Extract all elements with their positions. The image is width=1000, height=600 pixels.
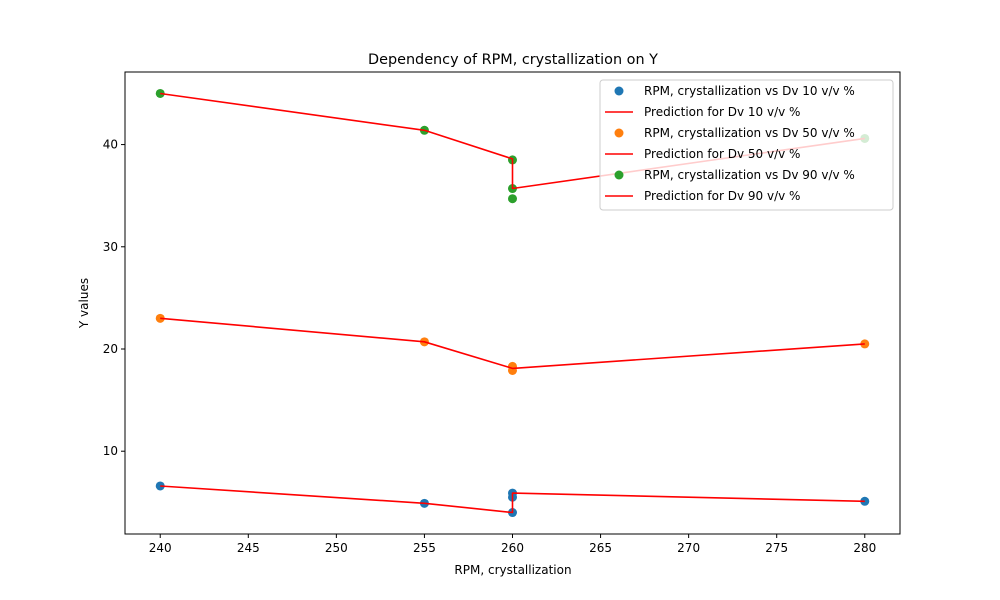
legend-marker: [614, 170, 624, 180]
legend-label: RPM, crystallization vs Dv 10 v/v %: [644, 84, 855, 98]
y-tick-label: 30: [103, 240, 118, 254]
legend-label: Prediction for Dv 10 v/v %: [644, 105, 800, 119]
x-axis: 240 245 250 255 260 265 270 275 280: [149, 534, 876, 555]
x-tick-label: 270: [677, 541, 700, 555]
x-tick-label: 240: [149, 541, 172, 555]
legend-box: [599, 79, 894, 211]
x-tick-label: 260: [501, 541, 524, 555]
x-tick-label: 275: [765, 541, 788, 555]
x-tick-label: 265: [589, 541, 612, 555]
plot-area: [155, 88, 870, 518]
x-tick-label: 255: [413, 541, 436, 555]
legend-marker: [614, 128, 624, 138]
x-tick-label: 245: [237, 541, 260, 555]
prediction-line-1: [160, 485, 865, 514]
y-tick-label: 20: [103, 342, 118, 356]
y-axis: 10 20 30 40: [103, 138, 125, 458]
x-axis-label: RPM, crystallization: [454, 563, 571, 577]
y-tick-label: 10: [103, 444, 118, 458]
prediction-line-2: [160, 317, 865, 370]
x-tick-label: 280: [853, 541, 876, 555]
y-axis-label: Y values: [77, 278, 91, 329]
legend-label: RPM, crystallization vs Dv 50 v/v %: [644, 126, 855, 140]
x-tick-label: 250: [325, 541, 348, 555]
legend-label: Prediction for Dv 50 v/v %: [644, 147, 800, 161]
y-tick-label: 40: [103, 138, 118, 152]
chart-title: Dependency of RPM, crystallization on Y: [368, 52, 658, 68]
legend-label: RPM, crystallization vs Dv 90 v/v %: [644, 168, 855, 182]
legend: RPM, crystallization vs Dv 10 v/v % Predi…: [599, 79, 894, 211]
data-point: [508, 194, 517, 204]
legend-label: Prediction for Dv 90 v/v %: [644, 189, 800, 203]
legend-marker: [614, 86, 624, 96]
